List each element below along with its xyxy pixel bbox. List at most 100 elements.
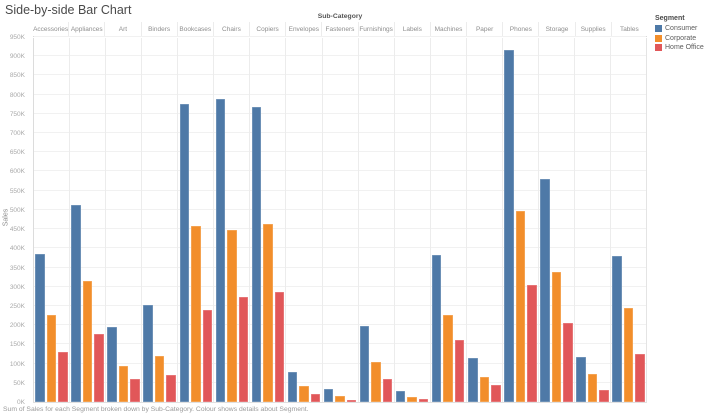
bar-chairs-home-office[interactable]	[238, 297, 249, 402]
gridline	[34, 247, 646, 249]
column-header-accessories[interactable]: Accessories	[33, 22, 70, 36]
bar-art-corporate[interactable]	[118, 365, 129, 402]
column-header-phones[interactable]: Phones	[503, 22, 540, 36]
column-header-copiers[interactable]: Copiers	[250, 22, 287, 36]
column-header-bookcases[interactable]: Bookcases	[178, 22, 214, 36]
bar-paper-corporate[interactable]	[479, 377, 490, 402]
bar-bookcases-corporate[interactable]	[191, 225, 201, 402]
panel-fasteners	[323, 38, 359, 402]
panel-labels	[395, 38, 431, 402]
y-tick-label: 550K	[9, 187, 25, 195]
gridline	[34, 189, 646, 191]
bar-supplies-consumer[interactable]	[576, 357, 586, 402]
bar-copiers-home-office[interactable]	[274, 291, 285, 402]
chart-caption: Sum of Sales for each Segment broken dow…	[3, 406, 309, 413]
bar-fasteners-consumer[interactable]	[323, 388, 334, 402]
panel-accessories	[34, 38, 71, 402]
gridline	[34, 132, 646, 134]
column-header-labels[interactable]: Labels	[395, 22, 431, 36]
bar-tables-consumer[interactable]	[612, 255, 622, 402]
bar-envelopes-consumer[interactable]	[287, 371, 298, 402]
gridline	[34, 112, 646, 114]
bar-furnishings-corporate[interactable]	[371, 361, 381, 402]
column-header-binders[interactable]: Binders	[142, 22, 178, 36]
panel-bookcases	[178, 38, 215, 402]
y-tick-label: 300K	[9, 283, 25, 291]
bar-accessories-consumer[interactable]	[35, 254, 45, 402]
panel-art	[106, 38, 143, 402]
bar-tables-home-office[interactable]	[635, 354, 645, 402]
plot-area	[33, 36, 647, 403]
bar-phones-home-office[interactable]	[527, 284, 537, 402]
column-header-furnishings[interactable]: Furnishings	[359, 22, 395, 36]
bar-appliances-corporate[interactable]	[82, 281, 93, 402]
bar-labels-consumer[interactable]	[395, 390, 406, 402]
legend-item-consumer[interactable]: Consumer	[655, 25, 705, 32]
bar-art-consumer[interactable]	[107, 327, 117, 402]
bar-labels-home-office[interactable]	[418, 399, 429, 402]
gridline	[34, 381, 646, 383]
bar-paper-home-office[interactable]	[491, 385, 501, 402]
column-header-fasteners[interactable]: Fasteners	[322, 22, 359, 36]
bar-bookcases-home-office[interactable]	[202, 310, 213, 402]
bar-accessories-home-office[interactable]	[58, 352, 68, 402]
column-header-machines[interactable]: Machines	[431, 22, 468, 36]
y-tick-label: 500K	[9, 206, 25, 214]
y-tick-label: 450K	[9, 226, 25, 234]
panel-storage	[539, 38, 575, 402]
bar-bookcases-consumer[interactable]	[179, 103, 190, 402]
column-header-chairs[interactable]: Chairs	[214, 22, 251, 36]
column-header-envelopes[interactable]: Envelopes	[286, 22, 323, 36]
bar-copiers-consumer[interactable]	[251, 106, 262, 402]
column-header-tables[interactable]: Tables	[619, 26, 639, 33]
bar-storage-consumer[interactable]	[540, 179, 550, 402]
bar-storage-corporate[interactable]	[551, 271, 562, 402]
bar-supplies-corporate[interactable]	[587, 374, 598, 402]
bar-paper-consumer[interactable]	[468, 358, 478, 402]
bar-supplies-home-office[interactable]	[599, 390, 609, 402]
legend-label: Consumer	[665, 25, 698, 32]
bar-furnishings-home-office[interactable]	[382, 378, 393, 402]
panel-appliances	[70, 38, 107, 402]
bar-appliances-consumer[interactable]	[71, 204, 81, 402]
bar-tables-corporate[interactable]	[623, 308, 634, 402]
bar-storage-home-office[interactable]	[563, 322, 573, 402]
bar-machines-home-office[interactable]	[454, 339, 465, 402]
bar-binders-corporate[interactable]	[154, 356, 165, 402]
legend-title: Segment	[655, 15, 685, 22]
bar-phones-corporate[interactable]	[515, 211, 526, 402]
bar-fasteners-corporate[interactable]	[335, 395, 345, 402]
panel-copiers	[250, 38, 287, 402]
bar-chairs-consumer[interactable]	[215, 99, 226, 402]
bar-appliances-home-office[interactable]	[94, 333, 104, 402]
bar-binders-home-office[interactable]	[166, 374, 176, 402]
bar-labels-corporate[interactable]	[407, 396, 417, 402]
gridline	[34, 362, 646, 364]
bar-binders-consumer[interactable]	[143, 304, 153, 402]
y-tick-label: 850K	[9, 72, 25, 80]
bar-machines-corporate[interactable]	[443, 315, 453, 402]
column-header-art[interactable]: Art	[105, 22, 142, 36]
y-tick-label: 650K	[9, 149, 25, 157]
bar-chairs-corporate[interactable]	[227, 229, 237, 402]
gridline	[34, 266, 646, 268]
bar-phones-consumer[interactable]	[504, 49, 514, 402]
legend-item-home-office[interactable]: Home Office	[655, 44, 705, 51]
column-header-storage[interactable]: Storage	[539, 22, 576, 36]
bar-envelopes-home-office[interactable]	[310, 394, 321, 402]
gridline	[34, 208, 646, 210]
bar-accessories-corporate[interactable]	[46, 315, 57, 402]
bar-fasteners-home-office[interactable]	[346, 400, 357, 402]
bar-envelopes-corporate[interactable]	[299, 385, 309, 402]
bar-art-home-office[interactable]	[130, 379, 140, 402]
legend-items: Consumer Corporate Home Office	[655, 25, 705, 51]
bar-copiers-corporate[interactable]	[263, 223, 273, 402]
bar-furnishings-consumer[interactable]	[359, 325, 370, 402]
bar-machines-consumer[interactable]	[431, 254, 442, 402]
legend-item-corporate[interactable]: Corporate	[655, 34, 705, 42]
column-header-supplies[interactable]: Supplies	[576, 22, 612, 36]
column-header-paper[interactable]: Paper	[467, 22, 504, 36]
column-header-appliances[interactable]: Appliances	[69, 22, 106, 36]
legend-label: Corporate	[665, 34, 697, 42]
